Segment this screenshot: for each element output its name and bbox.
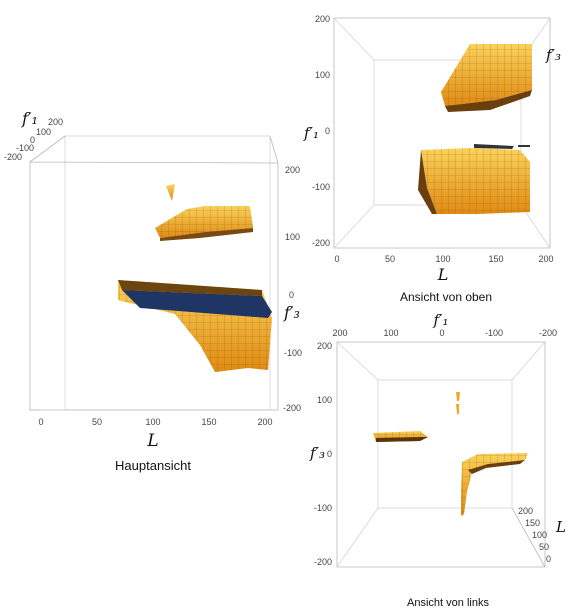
main-top-tick-4: -200 [4,152,22,162]
left-view-caption: Ansicht von links [407,597,489,609]
left-top-tick-0: 0 [439,328,444,338]
top-surface-lower [418,144,530,214]
top-tick-f1-100: 100 [315,70,330,80]
left-top-tick-200: 200 [332,328,347,338]
main-top-tick-3: -100 [16,143,34,153]
top-tick-f1-m100: -100 [312,182,330,192]
main-tick-l-0: 0 [38,417,43,427]
top-tick-f1-m200: -200 [312,238,330,248]
main-right-tick-2: 0 [289,290,294,300]
main-bottom-ticks: 0 50 100 150 200 [38,417,272,427]
top-left-ticks: 200 100 0 -100 -200 [312,14,330,248]
main-view-caption: Hauptansicht [115,458,191,473]
main-right-tick-3: -100 [284,348,302,358]
main-top-tick-2: 0 [30,135,35,145]
left-surface-upper [373,392,460,442]
main-right-tick-1: 100 [285,232,300,242]
top-x-axis-label: L [437,265,449,284]
left-top-axis-label: f′₁ [433,311,449,329]
left-depth-tick-50: 50 [539,542,549,552]
top-tick-l-0: 0 [334,254,339,264]
main-surface-lower [118,280,272,372]
left-depth-axis-label: L [555,518,566,536]
top-tick-l-50: 50 [385,254,395,264]
main-top-tick-1: 100 [36,127,51,137]
left-depth-tick-100: 100 [532,530,547,540]
main-tick-l-50: 50 [92,417,102,427]
main-vertical-axis-label: f′₁ [21,109,38,128]
main-view-plot: 0 50 100 150 200 200 100 0 -100 -200 200… [4,109,302,473]
left-tick-f3-m200: -200 [314,557,332,567]
left-tick-f3-m100: -100 [314,503,332,513]
top-tick-l-200: 200 [538,254,553,264]
top-corner-label: f′₃ [545,46,561,64]
left-top-tick-m100: -100 [485,328,503,338]
main-x-axis-label: L [146,431,158,451]
left-depth-tick-150: 150 [525,518,540,528]
top-bottom-ticks: 0 50 100 150 200 [334,254,553,264]
main-tick-l-150: 150 [201,417,216,427]
main-surface-upper [155,184,253,241]
main-right-tick-0: 200 [285,165,300,175]
left-tick-f3-0: 0 [327,449,332,459]
main-tick-l-200: 200 [257,417,272,427]
left-top-tick-m200: -200 [539,328,557,338]
top-surface-upper [441,44,532,112]
top-view-caption: Ansicht von oben [400,290,492,304]
main-right-tick-4: -200 [283,403,301,413]
top-view-plot: 200 100 0 -100 -200 0 50 100 150 200 f′₁… [303,14,561,304]
top-tick-l-150: 150 [488,254,503,264]
left-depth-tick-200: 200 [518,506,533,516]
left-y-axis-label: f′₃ [309,444,325,462]
main-top-tick-0: 200 [48,117,63,127]
left-tick-f3-100: 100 [317,395,332,405]
left-view-plot: 200 100 0 -100 -200 200 100 0 -100 -200 … [309,311,566,609]
main-top-ticks: 200 100 0 -100 -200 [4,117,63,162]
main-depth-axis-label: f′₃ [283,303,300,322]
left-tick-f3-200: 200 [317,341,332,351]
left-view-box [336,341,546,568]
main-right-ticks: 200 100 0 -100 -200 [283,165,302,413]
left-left-ticks: 200 100 0 -100 -200 [314,341,332,567]
main-view-box [29,135,279,411]
top-tick-l-100: 100 [435,254,450,264]
left-depth-ticks: 200 150 100 50 0 [518,506,551,564]
left-depth-tick-0: 0 [546,554,551,564]
top-tick-f1-0: 0 [325,126,330,136]
left-top-tick-100: 100 [383,328,398,338]
top-tick-f1-200: 200 [315,14,330,24]
left-top-ticks: 200 100 0 -100 -200 [332,328,557,338]
main-tick-l-100: 100 [145,417,160,427]
top-y-axis-label: f′₁ [303,124,319,142]
left-surface-lower [461,453,528,516]
